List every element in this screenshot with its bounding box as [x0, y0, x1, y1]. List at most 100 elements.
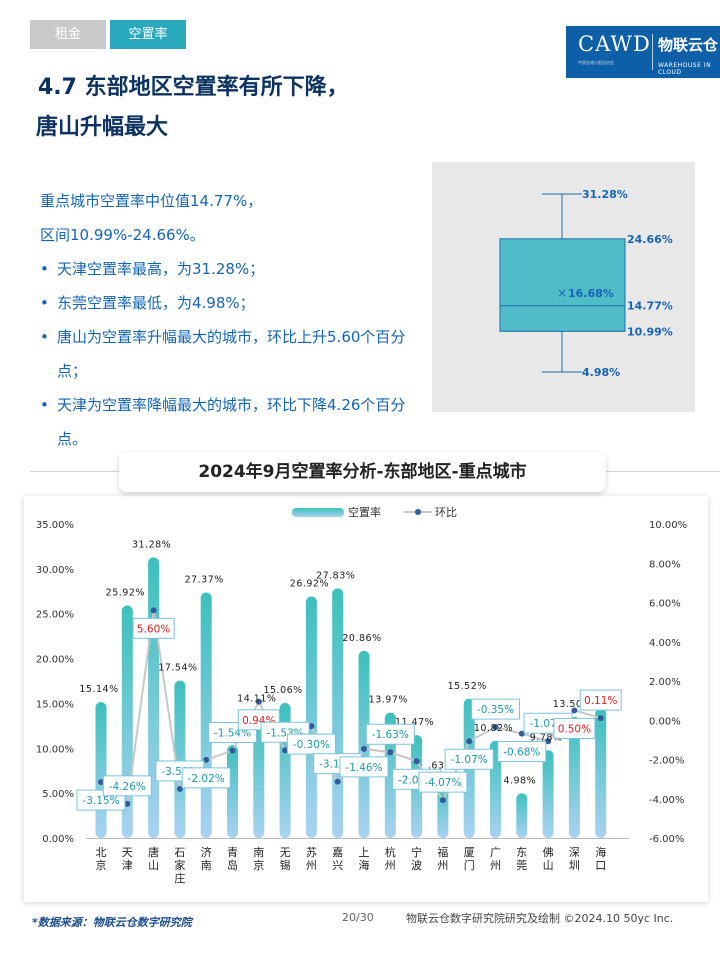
x-tick-label: 石 — [174, 846, 185, 859]
y-right-tick: 10.00% — [649, 520, 687, 531]
x-tick-label: 苏 — [306, 846, 317, 859]
bar-value-label: 27.83% — [316, 570, 355, 581]
bar — [200, 592, 212, 838]
y-right-tick: -2.00% — [649, 756, 684, 767]
page-title-line2: 唐山升幅最大 — [36, 115, 169, 140]
line-point — [98, 779, 104, 786]
line-value-label: -1.63% — [365, 723, 415, 745]
x-tick-label: 州 — [437, 859, 448, 872]
y-left-tick: 10.00% — [36, 744, 74, 755]
label-max: 31.28% — [582, 188, 628, 201]
summary-bullets: 天津空置率最高，为31.28%； 东莞空置率最低，为4.98%； 唐山为空置率升… — [40, 252, 420, 456]
line-value-label: -4.26% — [102, 775, 152, 797]
y-left-tick: 0.00% — [42, 834, 74, 845]
bar-value-label: 15.52% — [448, 681, 487, 692]
line-point — [124, 800, 131, 807]
x-tick-label: 海 — [595, 845, 606, 859]
bar-value-label: 15.06% — [263, 685, 302, 696]
line-label-box — [286, 733, 336, 755]
x-tick-label: 广 — [490, 846, 501, 859]
summary-bullet: 天津空置率最高，为31.28%； — [40, 252, 420, 286]
x-tick-label: 家 — [174, 858, 185, 872]
x-tick-label: 厦 — [464, 846, 475, 859]
page-number: 20/30 — [342, 911, 374, 924]
line-value-label: -0.30% — [286, 733, 336, 755]
x-tick-label: 东 — [516, 846, 527, 859]
y-right-tick: -6.00% — [649, 834, 684, 845]
line-point — [308, 723, 315, 730]
bar — [332, 588, 344, 838]
line-label-text: -0.35% — [477, 704, 514, 716]
x-tick-label: 青 — [227, 846, 238, 859]
line-value-label: 0.11% — [579, 689, 622, 711]
bar — [358, 650, 370, 838]
x-tick-label: 南 — [253, 846, 264, 859]
label-q3: 24.66% — [627, 233, 673, 246]
line-label-text: 0.11% — [584, 695, 617, 707]
legend-label-line: 环比 — [435, 506, 457, 519]
line-label-text: -4.07% — [424, 777, 461, 789]
x-tick-label: 山 — [148, 859, 159, 872]
logo-name-cn: 物联云仓 — [658, 36, 719, 54]
line-value-label: -1.46% — [339, 756, 389, 778]
line-point — [571, 707, 578, 714]
x-tick-label: 津 — [122, 859, 133, 872]
x-tick-label: 北 — [96, 846, 107, 859]
y-right-tick: 0.00% — [649, 716, 681, 727]
x-tick-label: 无 — [280, 846, 291, 859]
line-label-box — [553, 717, 596, 739]
summary-bullet: 东莞空置率最低，为4.98%； — [40, 286, 420, 320]
y-left-tick: 30.00% — [36, 565, 74, 576]
chart-title: 2024年9月空置率分析-东部地区-重点城市 — [119, 452, 606, 492]
line-point — [466, 738, 473, 745]
x-tick-label: 福 — [437, 845, 448, 859]
line-point — [413, 758, 420, 765]
x-tick-label: 门 — [464, 858, 475, 872]
line-point — [255, 698, 262, 705]
summary-bullet: 天津为空置率降幅最大的城市，环比下降4.26个百分点。 — [40, 388, 420, 456]
label-median: 14.77% — [627, 300, 673, 313]
line-label-text: -0.68% — [503, 747, 540, 759]
line-value-label: -4.07% — [418, 771, 468, 793]
x-tick-label: 庄 — [174, 871, 185, 885]
summary-text: 重点城市空置率中位值14.77%， 区间10.99%-24.66%。 天津空置率… — [40, 184, 420, 456]
logo-sub: 中国仓储与配送协会 — [578, 60, 614, 65]
label-min: 4.98% — [582, 366, 620, 379]
line-label-text: -4.26% — [109, 781, 146, 793]
bar — [174, 680, 186, 838]
tab-vacancy[interactable]: 空置率 — [110, 20, 186, 49]
y-right-tick: 2.00% — [649, 677, 681, 688]
line-point — [203, 756, 210, 763]
bar-value-label: 27.37% — [185, 574, 224, 585]
line-point — [334, 778, 341, 785]
brand-logo: CAWD 中国仓储与配送协会 物联云仓 WAREHOUSE IN CLOUD — [566, 26, 720, 78]
line-label-text: -1.63% — [372, 729, 409, 741]
line-label-box — [444, 748, 494, 770]
summary-intro-2: 区间10.99%-24.66%。 — [40, 226, 205, 244]
line-label-text: -1.46% — [345, 762, 382, 774]
bar-value-label: .63% — [428, 761, 454, 772]
bar — [542, 750, 554, 838]
x-tick-label: 嘉 — [332, 845, 343, 859]
x-tick-label: 口 — [595, 859, 606, 872]
bar-value-label: 15.14% — [79, 684, 118, 695]
x-tick-label: 莞 — [516, 859, 527, 872]
line-label-box — [365, 723, 415, 745]
line-label-text: -3.15% — [82, 795, 119, 807]
tab-rent[interactable]: 租金 — [30, 20, 106, 49]
line-label-text: 5.60% — [137, 623, 170, 635]
x-tick-label: 波 — [411, 859, 422, 872]
logo-brand: CAWD — [578, 32, 651, 56]
line-point — [282, 747, 289, 754]
line-point — [150, 607, 157, 614]
x-tick-label: 岛 — [227, 858, 238, 872]
line-point — [492, 724, 499, 731]
chart-panel: 空置率 环比 0.00% 5.00% 10.00% 15.00% 20.00% 25.00% 3… — [24, 496, 708, 902]
line-label-box — [132, 617, 175, 639]
x-tick-label: 海 — [359, 858, 370, 872]
bar — [305, 596, 317, 838]
label-mean: 16.68% — [568, 287, 614, 300]
bar-value-label: 26.92% — [290, 578, 329, 589]
x-tick-label: 深 — [569, 846, 580, 859]
bar-value-label: 13.50% — [553, 699, 592, 710]
